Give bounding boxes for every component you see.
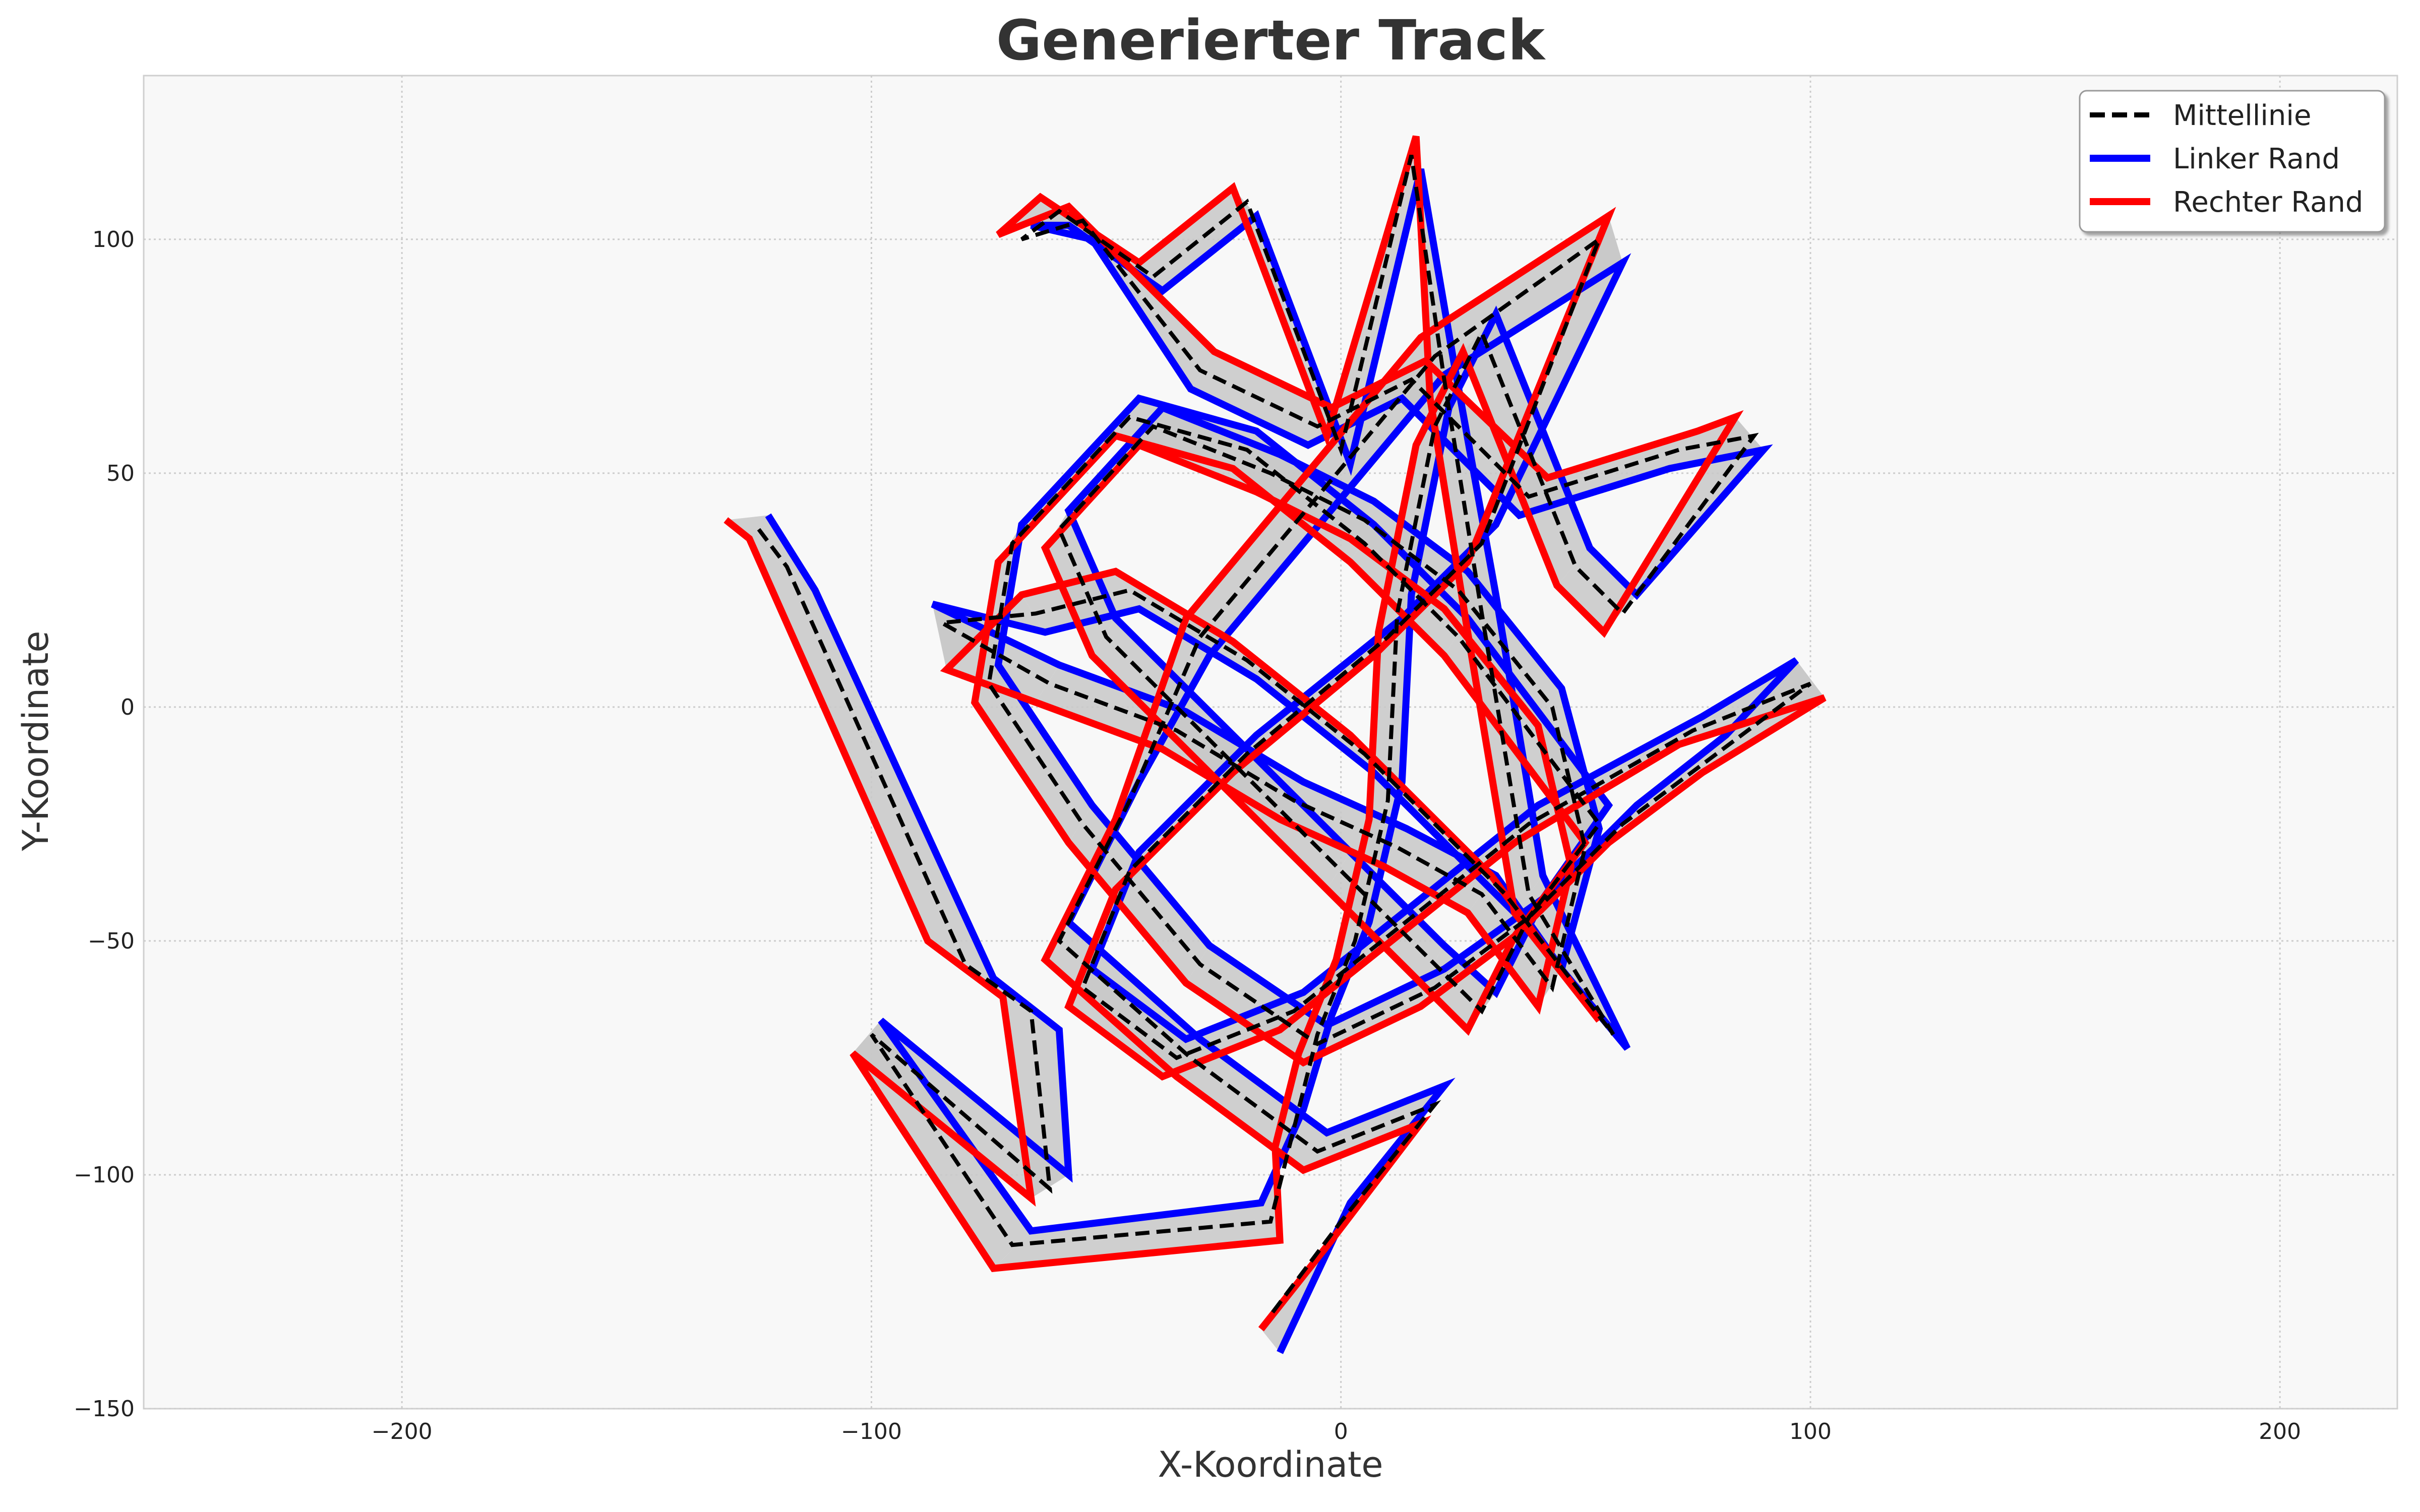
track-segment bbox=[1261, 1109, 1304, 1240]
series-rechter-rand bbox=[723, 135, 1827, 1332]
y-tick-label: 50 bbox=[106, 461, 135, 486]
x-tick-label: −100 bbox=[841, 1419, 902, 1444]
legend: Mittellinie Linker Rand Rechter Rand bbox=[2079, 90, 2386, 233]
x-tick-label: 100 bbox=[1789, 1419, 1832, 1444]
x-tick-label: −200 bbox=[372, 1419, 433, 1444]
x-axis-label: X-Koordinate bbox=[1158, 1444, 1383, 1485]
x-tick-label: 200 bbox=[2259, 1419, 2301, 1444]
legend-label-linker-rand: Linker Rand bbox=[2173, 143, 2340, 175]
y-tick-label: 100 bbox=[92, 227, 135, 253]
track-segment bbox=[1139, 187, 1257, 291]
track-segment bbox=[1604, 417, 1764, 633]
track-segment bbox=[1003, 997, 1069, 1199]
y-tick-label: −100 bbox=[74, 1162, 135, 1188]
legend-label-rechter-rand: Rechter Rand bbox=[2173, 186, 2363, 219]
series-lines bbox=[723, 135, 1827, 1354]
y-tick-label: −150 bbox=[74, 1396, 135, 1422]
y-tick-label: 0 bbox=[120, 695, 135, 720]
y-axis-label: Y-Koordinate bbox=[15, 631, 56, 852]
track-segment bbox=[853, 1020, 1032, 1269]
tick-labels: −200 −100 0 100 200 −150 −100 −50 0 50 100 bbox=[74, 227, 2301, 1444]
x-tick-label: 0 bbox=[1334, 1419, 1348, 1444]
track-segment bbox=[1186, 946, 1327, 1063]
series-mittellinie bbox=[757, 154, 1812, 1316]
chart-title: Generierter Track bbox=[996, 8, 1546, 73]
legend-label-mittellinie: Mittellinie bbox=[2173, 99, 2311, 132]
legend-box bbox=[2079, 90, 2386, 233]
y-tick-label: −50 bbox=[88, 928, 135, 954]
